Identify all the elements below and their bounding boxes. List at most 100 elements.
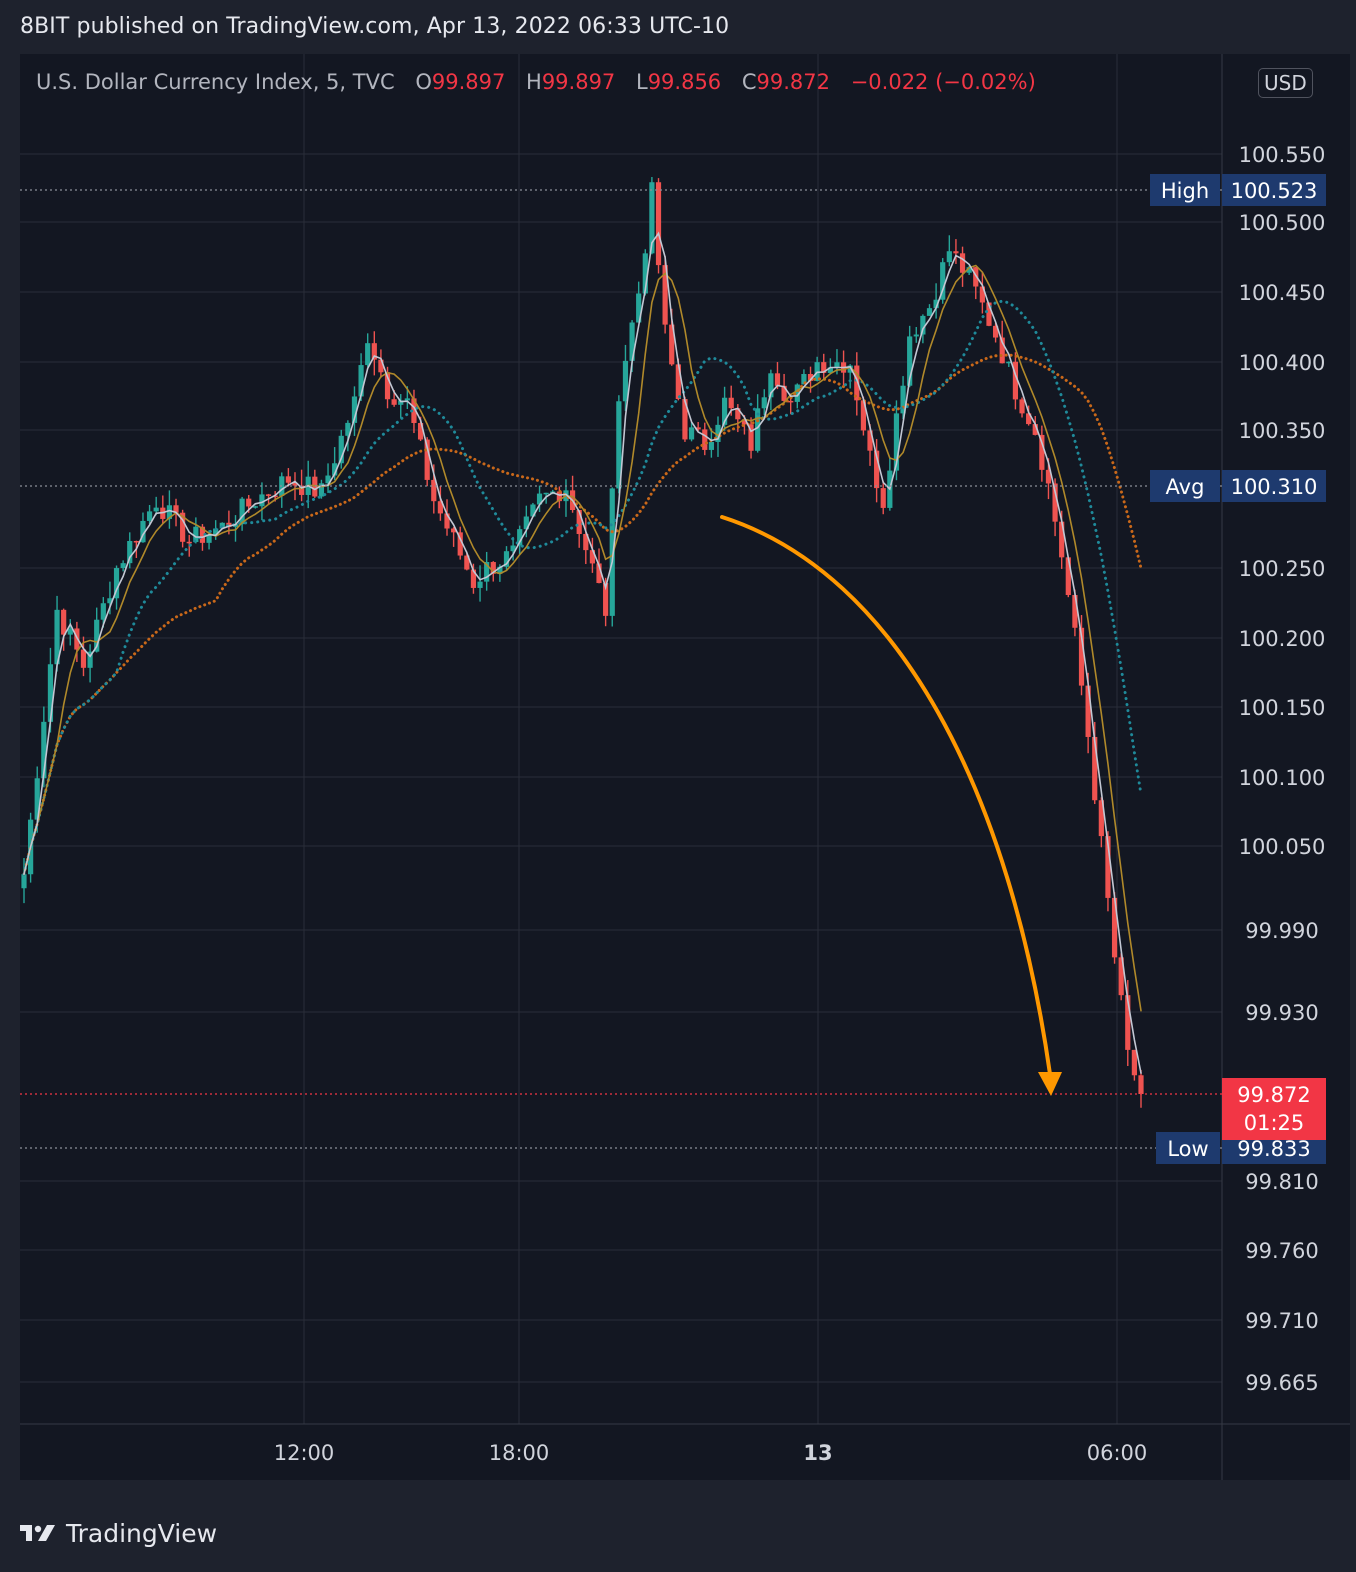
candle-body (484, 562, 490, 582)
candle-body (404, 398, 410, 401)
marker-tag-bg (1150, 470, 1220, 502)
symbol-label[interactable]: U.S. Dollar Currency Index, 5, TVC (36, 70, 395, 94)
y-tick-label: 99.665 (1245, 1371, 1318, 1395)
candle-body (417, 423, 424, 440)
candle-body (1052, 483, 1058, 522)
marker-value-bg (1222, 470, 1326, 502)
candle-body (477, 581, 483, 588)
candle-body (827, 367, 833, 373)
candle-body (1131, 1049, 1137, 1076)
candle-body (893, 413, 900, 471)
chart-panel[interactable]: 100.550 100.500 100.450 100.400 100.350 100.2… (20, 54, 1350, 1480)
candle-body (213, 528, 219, 535)
y-tick-label: 99.760 (1245, 1239, 1318, 1263)
candle-body (649, 182, 655, 254)
candle-body (999, 337, 1005, 364)
marker-tag-high: High (1161, 179, 1209, 203)
candle-body (556, 491, 562, 502)
candle-body (338, 435, 344, 464)
ma-fast-line (23, 231, 1142, 1074)
candle-body (622, 360, 629, 402)
x-tick-label: 06:00 (1087, 1441, 1148, 1465)
candle-body (636, 293, 642, 323)
candle-body (252, 506, 258, 508)
candle-body (1118, 957, 1124, 996)
marker-tag-bg (1150, 174, 1220, 206)
candle-body (1012, 361, 1019, 400)
marker-value-high: 100.523 (1231, 179, 1318, 203)
candle-body (695, 427, 701, 430)
candle-body (365, 343, 371, 366)
candle-body (629, 322, 635, 361)
candle-body (946, 251, 952, 263)
candle-body (451, 528, 457, 533)
candle-body (616, 401, 622, 489)
candle-body (510, 545, 516, 552)
candle-body (530, 504, 536, 517)
price-chart[interactable]: 100.550 100.500 100.450 100.400 100.350 100.2… (20, 54, 1350, 1480)
high-value: 99.897 (541, 70, 616, 94)
candle-body (265, 494, 272, 496)
trend-arrow (720, 515, 1052, 1076)
candle-body (735, 408, 741, 420)
publish-line: 8BIT published on TradingView.com, Apr 1… (20, 14, 730, 39)
candle-body (312, 476, 318, 497)
candle-body (1065, 557, 1071, 595)
candle-body (609, 488, 615, 616)
candle-body (1125, 995, 1131, 1050)
candle-body (788, 400, 794, 403)
candle-body (523, 516, 529, 530)
brand-name: TradingView (66, 1518, 218, 1548)
candle-body (1072, 594, 1078, 628)
candle-body (180, 512, 186, 542)
candle-body (715, 424, 721, 442)
y-tick-label: 99.930 (1245, 1001, 1318, 1025)
candle-body (54, 609, 60, 665)
candle-body (662, 265, 668, 325)
tradingview-logo-icon (20, 1525, 55, 1541)
candle-body (285, 476, 291, 483)
candle-body (444, 513, 450, 529)
candle-body (959, 253, 966, 273)
open-key: O (415, 70, 432, 94)
candle-body (464, 555, 470, 570)
grid-lines (20, 54, 1222, 1424)
marker-tag-low: Low (1167, 1137, 1208, 1161)
marker-tag-bg (1156, 1132, 1220, 1164)
candle-body (239, 498, 245, 525)
candle-body (1092, 736, 1098, 801)
candle-body (874, 450, 880, 489)
candle-body (583, 534, 589, 551)
candles (21, 177, 1144, 1108)
candle-body (61, 609, 67, 635)
candle-body (127, 540, 133, 564)
candle-body (206, 534, 212, 543)
high-key: H (526, 70, 542, 94)
candle-body (411, 398, 417, 424)
candle-body (913, 334, 919, 337)
candle-body (457, 532, 463, 556)
candle-body (596, 563, 602, 584)
y-tick-label: 100.450 (1239, 281, 1326, 305)
candle-body (979, 286, 985, 303)
y-tick-label: 99.990 (1245, 919, 1318, 943)
candle-body (675, 364, 681, 400)
brand-footer[interactable]: TradingView (20, 1516, 217, 1550)
candle-body (688, 427, 695, 440)
candle-body (298, 485, 305, 495)
x-axis-ticks: 12:00 18:00 13 06:00 (274, 1441, 1148, 1465)
x-tick-label: 13 (803, 1441, 832, 1465)
candle-body (67, 628, 73, 635)
y-tick-label: 100.200 (1239, 627, 1326, 651)
candle-body (821, 362, 827, 373)
candle-body (926, 308, 933, 316)
marker-tag-avg: Avg (1166, 475, 1205, 499)
candle-body (398, 400, 404, 405)
candle-body (1019, 399, 1025, 414)
candle-body (490, 562, 496, 574)
candle-body (953, 251, 959, 254)
currency-badge[interactable]: USD (1258, 68, 1313, 98)
y-tick-label: 100.550 (1239, 143, 1326, 167)
candle-body (94, 619, 100, 652)
candle-body (1105, 836, 1111, 898)
